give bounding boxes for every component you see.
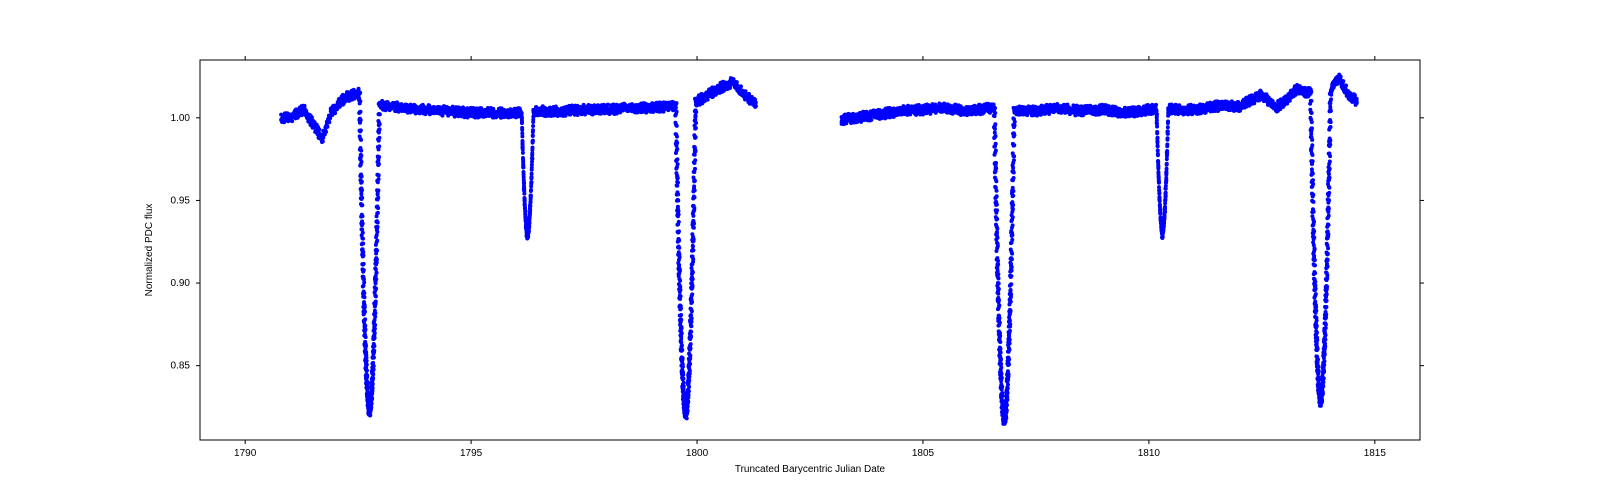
x-tick-label: 1805 — [912, 448, 935, 459]
x-tick-label: 1815 — [1364, 448, 1387, 459]
y-tick-label: 1.00 — [171, 113, 191, 124]
y-tick-label: 0.85 — [171, 361, 191, 372]
x-ticks: 1790 1795 1800 1805 1810 1815 — [234, 56, 1386, 459]
data-points — [279, 73, 1359, 426]
x-tick-label: 1810 — [1138, 448, 1161, 459]
y-ticks: 0.85 0.90 0.95 1.00 — [171, 113, 1424, 372]
x-tick-label: 1790 — [234, 448, 257, 459]
plot-border — [200, 60, 1420, 440]
y-tick-label: 0.90 — [171, 278, 191, 289]
x-tick-label: 1795 — [460, 448, 483, 459]
x-axis-label: Truncated Barycentric Julian Date — [735, 464, 886, 475]
y-axis-label: Normalized PDC flux — [144, 204, 155, 297]
y-tick-label: 0.95 — [171, 195, 191, 206]
chart-svg: 1790 1795 1800 1805 1810 1815 0.85 0.90 0.95 1.00… — [0, 0, 1600, 500]
lightcurve-chart: 1790 1795 1800 1805 1810 1815 0.85 0.90 0.95 1.00… — [0, 0, 1600, 500]
x-tick-label: 1800 — [686, 448, 709, 459]
